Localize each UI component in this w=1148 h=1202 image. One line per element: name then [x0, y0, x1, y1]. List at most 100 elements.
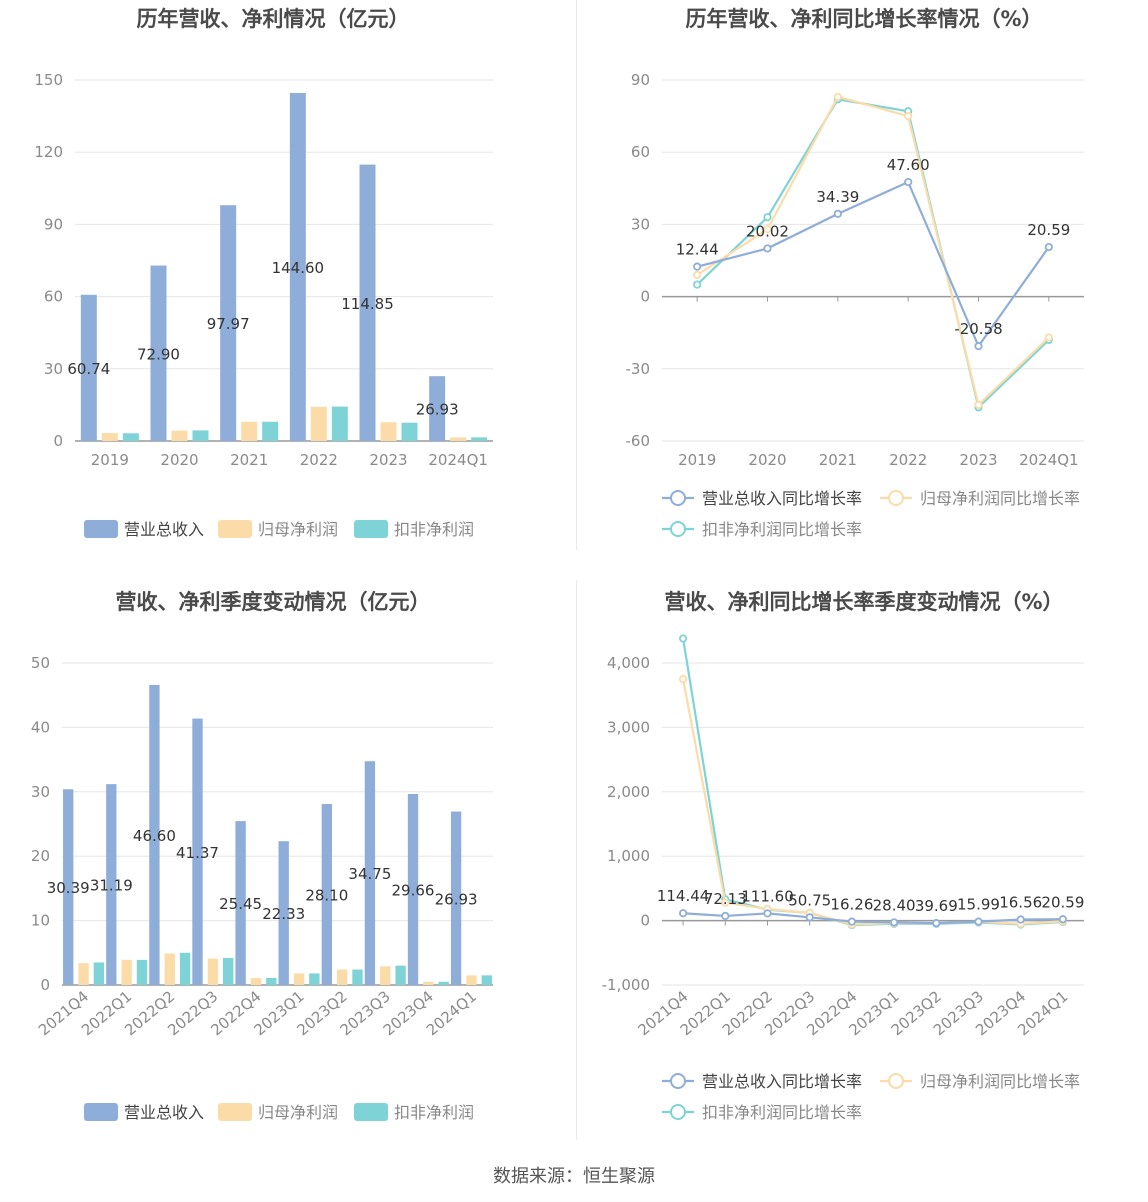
- legend-label[interactable]: 归母净利润: [258, 1103, 338, 1122]
- point-revenue[interactable]: [805, 913, 814, 922]
- bar-revenue[interactable]: [150, 265, 167, 441]
- legend-swatch[interactable]: [218, 520, 252, 538]
- bar-deducted-profit[interactable]: [309, 973, 320, 985]
- point-net-profit[interactable]: [693, 270, 702, 280]
- bar-revenue[interactable]: [235, 821, 246, 985]
- bar-net-profit[interactable]: [380, 966, 391, 985]
- point-revenue[interactable]: [833, 209, 842, 218]
- point-revenue[interactable]: [1044, 242, 1053, 252]
- point-deducted-profit[interactable]: [693, 280, 702, 289]
- point-revenue[interactable]: [721, 911, 730, 921]
- legend-label[interactable]: 营业总收入: [124, 1103, 204, 1122]
- line-revenue[interactable]: [696, 180, 1050, 349]
- bar-net-profit[interactable]: [310, 406, 327, 441]
- legend-label[interactable]: 归母净利润同比增长率: [920, 1072, 1080, 1091]
- bar-revenue[interactable]: [63, 789, 74, 985]
- legend-swatch[interactable]: [354, 1103, 388, 1121]
- point-revenue[interactable]: [889, 918, 899, 927]
- bar-revenue[interactable]: [359, 164, 376, 441]
- bar-net-profit[interactable]: [336, 969, 348, 985]
- legend-marker[interactable]: [888, 1073, 904, 1089]
- line-deducted-profit[interactable]: [696, 98, 1050, 410]
- bar-net-profit[interactable]: [121, 959, 132, 985]
- legend-label[interactable]: 扣非净利润: [394, 520, 474, 539]
- line-deducted-profit[interactable]: [682, 638, 1063, 927]
- legend-marker[interactable]: [670, 521, 686, 537]
- legend-label[interactable]: 扣非净利润同比增长率: [702, 520, 862, 539]
- bar-deducted-profit[interactable]: [179, 952, 191, 985]
- bar-deducted-profit[interactable]: [266, 977, 277, 985]
- bar-net-profit[interactable]: [423, 981, 434, 985]
- bar-revenue[interactable]: [149, 684, 160, 985]
- legend-marker[interactable]: [670, 490, 686, 506]
- bar-revenue[interactable]: [407, 793, 419, 985]
- bar-revenue[interactable]: [450, 811, 462, 985]
- bar-revenue[interactable]: [289, 92, 306, 441]
- bar-deducted-profit[interactable]: [331, 406, 348, 441]
- point-deducted-profit[interactable]: [763, 213, 772, 222]
- legend-label[interactable]: 营业总收入同比增长率: [702, 489, 862, 508]
- point-revenue[interactable]: [763, 909, 772, 918]
- bar-revenue[interactable]: [429, 376, 446, 441]
- bar-net-profit[interactable]: [450, 437, 467, 441]
- bar-deducted-profit[interactable]: [438, 981, 449, 985]
- legend-label[interactable]: 归母净利润同比增长率: [920, 489, 1080, 508]
- line-revenue[interactable]: [683, 912, 1063, 925]
- bar-net-profit[interactable]: [207, 958, 219, 985]
- legend-marker[interactable]: [670, 1104, 686, 1120]
- point-net-profit[interactable]: [904, 112, 913, 121]
- legend-marker[interactable]: [888, 490, 904, 506]
- bar-deducted-profit[interactable]: [136, 959, 148, 985]
- point-revenue[interactable]: [763, 244, 772, 253]
- bar-deducted-profit[interactable]: [192, 430, 209, 441]
- point-revenue[interactable]: [1016, 915, 1025, 924]
- bar-revenue[interactable]: [278, 841, 289, 985]
- point-deducted-profit[interactable]: [679, 634, 688, 643]
- bar-net-profit[interactable]: [241, 421, 258, 441]
- legend-swatch[interactable]: [84, 520, 118, 538]
- bar-deducted-profit[interactable]: [122, 433, 139, 441]
- point-revenue[interactable]: [693, 262, 702, 271]
- bar-deducted-profit[interactable]: [223, 957, 234, 985]
- bar-revenue[interactable]: [364, 761, 376, 985]
- point-revenue[interactable]: [974, 917, 983, 926]
- bar-deducted-profit[interactable]: [262, 421, 279, 441]
- bar-net-profit[interactable]: [164, 953, 175, 985]
- legend-label[interactable]: 营业总收入同比增长率: [702, 1072, 862, 1091]
- bar-net-profit[interactable]: [380, 422, 397, 441]
- bar-deducted-profit[interactable]: [93, 962, 105, 985]
- line-net-profit[interactable]: [682, 678, 1063, 926]
- bar-deducted-profit[interactable]: [481, 975, 492, 985]
- bar-deducted-profit[interactable]: [401, 422, 418, 441]
- bar-net-profit[interactable]: [250, 977, 262, 985]
- bar-net-profit[interactable]: [78, 963, 89, 985]
- point-net-profit[interactable]: [721, 898, 730, 907]
- bar-net-profit[interactable]: [101, 433, 118, 441]
- legend-marker[interactable]: [670, 1073, 686, 1089]
- point-revenue[interactable]: [679, 909, 688, 918]
- point-net-profit[interactable]: [763, 225, 772, 234]
- legend-swatch[interactable]: [218, 1103, 252, 1121]
- line-net-profit[interactable]: [696, 95, 1050, 408]
- point-revenue[interactable]: [847, 917, 856, 926]
- bar-revenue[interactable]: [321, 804, 332, 985]
- legend-label[interactable]: 扣非净利润: [394, 1103, 474, 1122]
- legend-swatch[interactable]: [354, 520, 388, 538]
- bar-deducted-profit[interactable]: [471, 437, 488, 441]
- point-net-profit[interactable]: [1044, 333, 1053, 342]
- point-net-profit[interactable]: [679, 675, 688, 684]
- bar-revenue[interactable]: [220, 205, 237, 441]
- bar-deducted-profit[interactable]: [352, 969, 363, 985]
- legend-swatch[interactable]: [84, 1103, 118, 1121]
- bar-revenue[interactable]: [80, 294, 97, 441]
- point-revenue[interactable]: [1058, 915, 1067, 924]
- point-revenue[interactable]: [974, 342, 983, 351]
- point-revenue[interactable]: [932, 919, 941, 928]
- bar-net-profit[interactable]: [171, 430, 188, 441]
- bar-revenue[interactable]: [106, 784, 117, 985]
- bar-revenue[interactable]: [192, 718, 203, 985]
- point-net-profit[interactable]: [833, 92, 842, 101]
- legend-label[interactable]: 归母净利润: [258, 520, 338, 539]
- point-revenue[interactable]: [904, 177, 913, 187]
- point-net-profit[interactable]: [974, 400, 983, 409]
